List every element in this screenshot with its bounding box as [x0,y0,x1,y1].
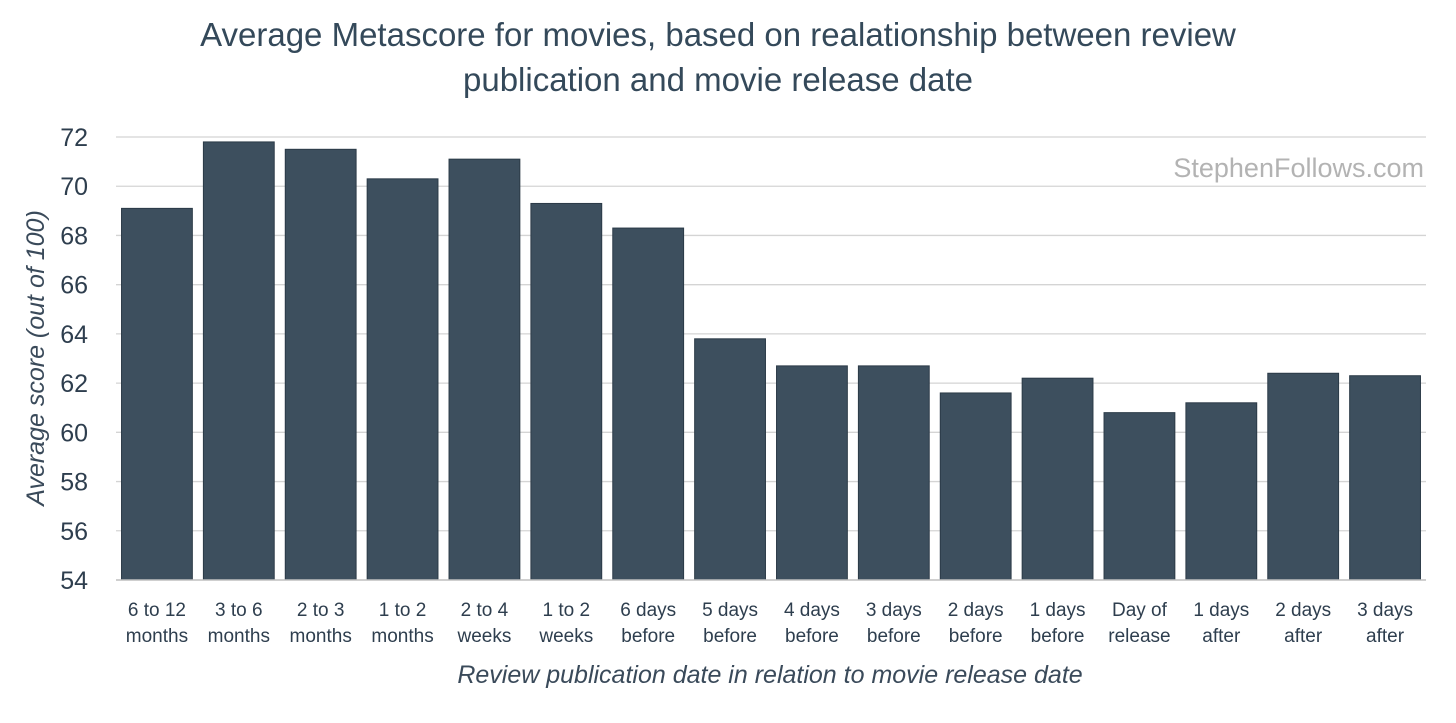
y-tick-label: 66 [60,272,88,300]
y-tick-label: 54 [60,567,88,595]
x-tick-label: Day of release [1108,600,1170,647]
y-tick-label: 68 [60,222,88,250]
chart-title-line-2: publication and movie release date [463,61,973,98]
bar [776,365,848,581]
bar [694,338,766,581]
x-tick-label: 1 to 2 weeks [538,600,593,647]
x-tick-label: 3 days after [1357,600,1413,647]
y-tick-label: 56 [60,518,88,546]
bar [1349,375,1421,581]
bar [366,178,439,581]
y-tick-label: 72 [60,124,88,152]
y-axis-ticks: 54 56 58 60 62 64 66 68 70 72 [60,124,88,595]
x-tick-label: 2 to 3 months [290,600,352,647]
x-tick-label: 3 to 6 months [208,600,270,647]
bar [202,141,275,581]
bar [284,148,357,581]
x-tick-label: 1 days before [1030,600,1086,647]
bar [1185,402,1258,581]
x-tick-label: 2 days before [948,600,1004,647]
y-tick-label: 70 [60,173,88,201]
x-tick-label: 2 to 4 weeks [457,600,512,647]
y-tick-label: 58 [60,469,88,497]
bar [1267,372,1340,581]
x-tick-label: 6 to 12 months [126,600,188,647]
watermark: StephenFollows.com [1173,153,1424,183]
bar [1103,412,1176,581]
x-axis-label: Review publication date in relation to m… [457,661,1082,689]
bar [612,227,685,581]
x-tick-label: 3 days before [866,600,922,647]
bars [121,141,1421,581]
bar [530,202,603,581]
x-tick-label: 2 days after [1275,600,1331,647]
y-tick-label: 62 [60,370,88,398]
y-axis-label: Average score (out of 100) [22,210,50,508]
x-tick-label: 6 days before [620,600,676,647]
x-tick-label: 1 to 2 months [371,600,433,647]
bar [939,392,1012,581]
bar [1021,377,1094,581]
bar [857,365,930,581]
x-tick-label: 5 days before [702,600,758,647]
y-tick-label: 60 [60,419,88,447]
x-tick-label: 1 days after [1193,600,1249,647]
x-axis-ticks: 6 to 12 months 3 to 6 months 2 to 3 months 1 t… [126,600,1413,647]
bar [448,158,521,581]
chart-title-line-1: Average Metascore for movies, based on r… [200,16,1236,53]
y-tick-label: 64 [60,321,88,349]
bar [121,207,193,581]
x-tick-label: 4 days before [784,600,840,647]
